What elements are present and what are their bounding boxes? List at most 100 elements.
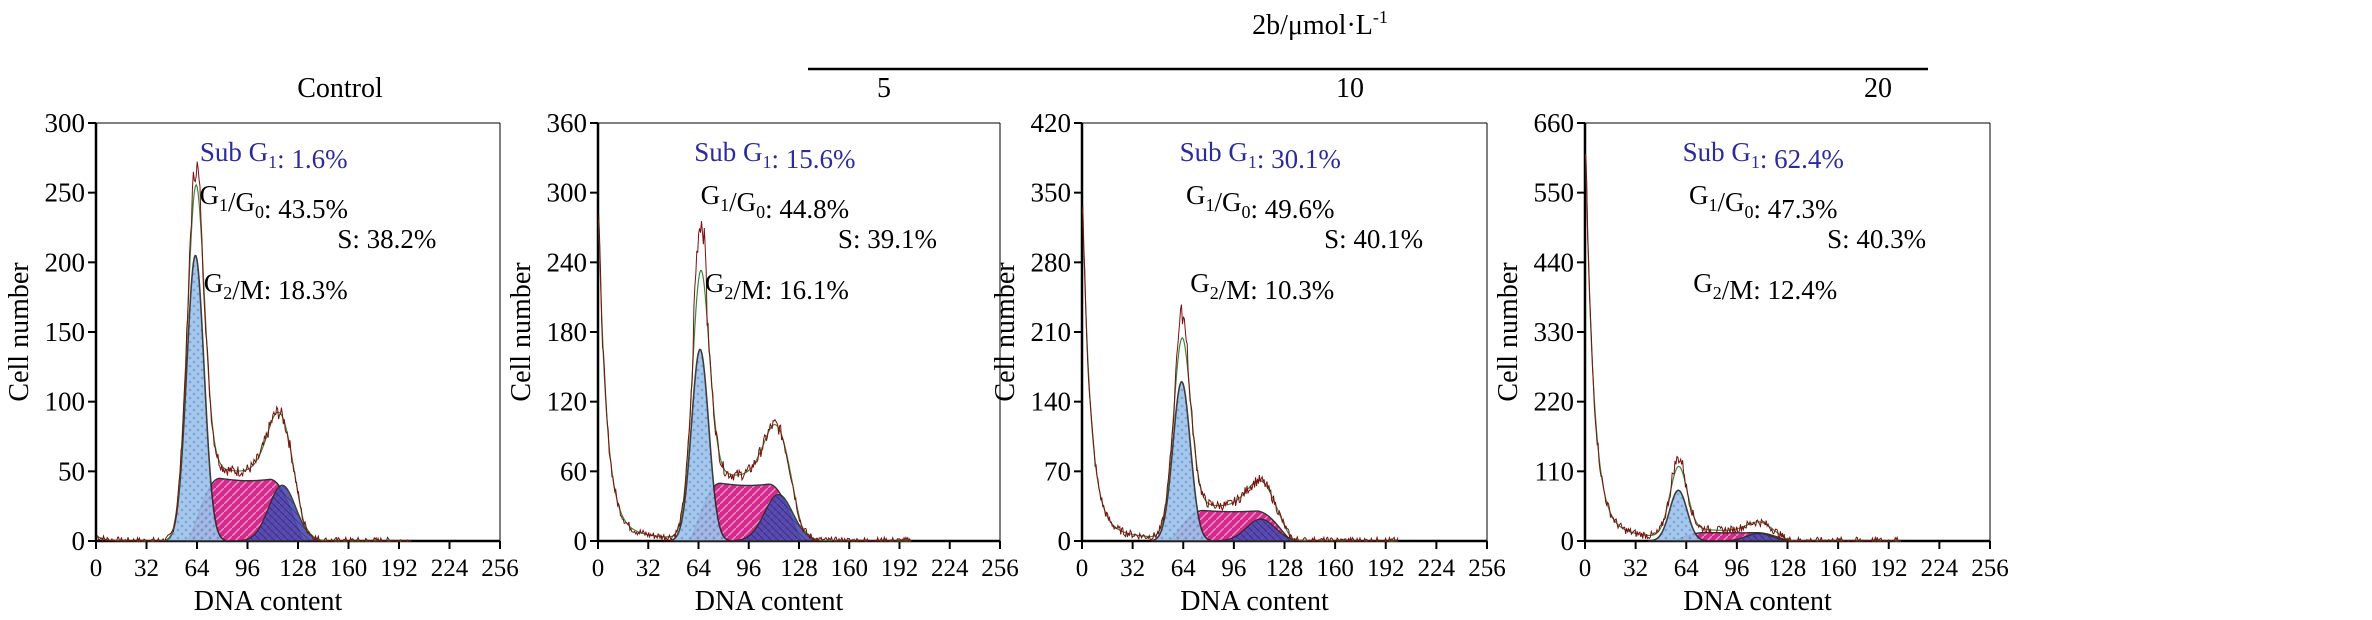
raw-histogram-trace [1082, 206, 1399, 543]
sub-g1-annotation: Sub G1: 15.6% [694, 137, 855, 174]
x-tick-label: 32 [1120, 555, 1145, 582]
x-tick-label: 224 [1418, 555, 1456, 582]
y-tick-label: 660 [1534, 108, 1575, 138]
g2m-annotation: G2/M: 10.3% [1190, 268, 1334, 305]
s-phase-annotation: S: 38.2% [337, 224, 436, 254]
y-tick-label: 60 [560, 456, 587, 486]
fit-curve [1082, 208, 1398, 542]
g1g0-annotation: G1/G0: 47.3% [1689, 180, 1838, 224]
y-tick-label: 0 [1561, 526, 1575, 556]
y-tick-label: 420 [1031, 108, 1072, 138]
x-tick-label: 192 [1870, 555, 1908, 582]
x-axis-title: DNA content [1180, 586, 1329, 617]
x-tick-label: 32 [134, 555, 159, 582]
x-tick-label: 64 [185, 555, 211, 582]
y-axis-title: Cell number [506, 262, 537, 402]
y-tick-label: 440 [1534, 247, 1575, 277]
y-tick-label: 120 [547, 387, 588, 417]
g1g0-phase-area [669, 348, 732, 542]
x-tick-label: 64 [686, 555, 712, 582]
y-tick-label: 220 [1534, 387, 1575, 417]
x-tick-label: 128 [279, 555, 317, 582]
y-tick-label: 350 [1031, 178, 1072, 208]
sub-g1-annotation: Sub G1: 30.1% [1180, 137, 1341, 174]
y-tick-label: 150 [45, 317, 86, 347]
x-axis-title: DNA content [1683, 586, 1832, 617]
histogram-panel-5: 5 0 32 64 96 128 160 192 224 256 0 60 120 180 240 300 36… [506, 73, 1019, 617]
histogram-panel-10: 10 0 32 64 96 128 160 192 224 256 0 70 140 210 280 350 4… [990, 73, 1506, 617]
x-tick-label: 128 [1769, 555, 1807, 582]
y-tick-label: 550 [1534, 178, 1575, 208]
x-tick-label: 192 [881, 555, 919, 582]
y-tick-label: 100 [45, 387, 86, 417]
x-tick-label: 224 [1921, 555, 1959, 582]
panel-title: Control [297, 73, 383, 104]
y-tick-label: 0 [72, 526, 86, 556]
sub-g1-annotation: Sub G1: 62.4% [1683, 137, 1844, 174]
s-phase-annotation: S: 40.3% [1827, 224, 1926, 254]
x-tick-label: 256 [981, 555, 1019, 582]
x-tick-label: 96 [1221, 555, 1246, 582]
x-tick-label: 160 [330, 555, 368, 582]
g1g0-phase-area [1151, 380, 1214, 542]
g1g0-annotation: G1/G0: 49.6% [1186, 180, 1335, 224]
x-tick-label: 160 [1316, 555, 1354, 582]
y-axis-title: Cell number [1493, 262, 1524, 402]
y-tick-label: 360 [547, 108, 588, 138]
x-tick-label: 160 [1819, 555, 1857, 582]
panel-title: 10 [1336, 73, 1364, 104]
x-tick-label: 96 [235, 555, 260, 582]
x-tick-label: 96 [736, 555, 761, 582]
y-tick-label: 0 [1058, 526, 1072, 556]
x-tick-label: 0 [1076, 555, 1089, 582]
y-tick-label: 280 [1031, 247, 1072, 277]
y-axis-title: Cell number [4, 262, 35, 402]
x-tick-label: 256 [1468, 555, 1506, 582]
g2m-annotation: G2/M: 12.4% [1693, 268, 1837, 305]
g2m-annotation: G2/M: 16.1% [705, 268, 849, 305]
x-tick-label: 224 [931, 555, 969, 582]
y-tick-label: 250 [45, 178, 86, 208]
x-tick-label: 0 [1579, 555, 1592, 582]
sub-g1-annotation: Sub G1: 1.6% [200, 137, 348, 174]
x-tick-label: 224 [431, 555, 469, 582]
histogram-panel-20: 20 0 32 64 96 128 160 192 224 256 0 110 220 330 440 550… [1493, 73, 2009, 617]
x-tick-label: 0 [90, 555, 103, 582]
y-axis-title: Cell number [990, 262, 1021, 402]
y-tick-label: 300 [547, 178, 588, 208]
y-tick-label: 240 [547, 247, 588, 277]
y-tick-label: 180 [547, 317, 588, 347]
compound-label: 2b/μmol·L-1 [1252, 7, 1388, 41]
s-phase-annotation: S: 39.1% [838, 224, 937, 254]
g1g0-annotation: G1/G0: 43.5% [200, 180, 349, 224]
y-tick-label: 210 [1031, 317, 1072, 347]
x-tick-label: 160 [831, 555, 869, 582]
x-tick-label: 64 [1171, 555, 1197, 582]
panel-title: 20 [1864, 73, 1892, 104]
x-tick-label: 0 [592, 555, 605, 582]
x-tick-label: 96 [1724, 555, 1749, 582]
g1g0-annotation: G1/G0: 44.8% [701, 180, 850, 224]
y-tick-label: 300 [45, 108, 86, 138]
raw-histogram-trace [598, 215, 912, 543]
panel-title: 5 [877, 73, 891, 104]
x-axis-title: DNA content [695, 586, 844, 617]
y-tick-label: 110 [1535, 456, 1575, 486]
y-tick-label: 330 [1534, 317, 1575, 347]
g2m-annotation: G2/M: 18.3% [204, 268, 348, 305]
x-tick-label: 128 [780, 555, 818, 582]
y-tick-label: 0 [574, 526, 588, 556]
raw-histogram-trace [1585, 155, 1902, 543]
x-tick-label: 32 [1623, 555, 1648, 582]
y-tick-label: 50 [58, 456, 85, 486]
x-tick-label: 64 [1674, 555, 1700, 582]
g1g0-phase-area [1647, 489, 1709, 542]
y-tick-label: 140 [1031, 387, 1072, 417]
g2m-phase-area [238, 484, 328, 542]
x-tick-label: 192 [380, 555, 418, 582]
s-phase-annotation: S: 40.1% [1324, 224, 1423, 254]
x-tick-label: 192 [1367, 555, 1405, 582]
y-tick-label: 200 [45, 247, 86, 277]
